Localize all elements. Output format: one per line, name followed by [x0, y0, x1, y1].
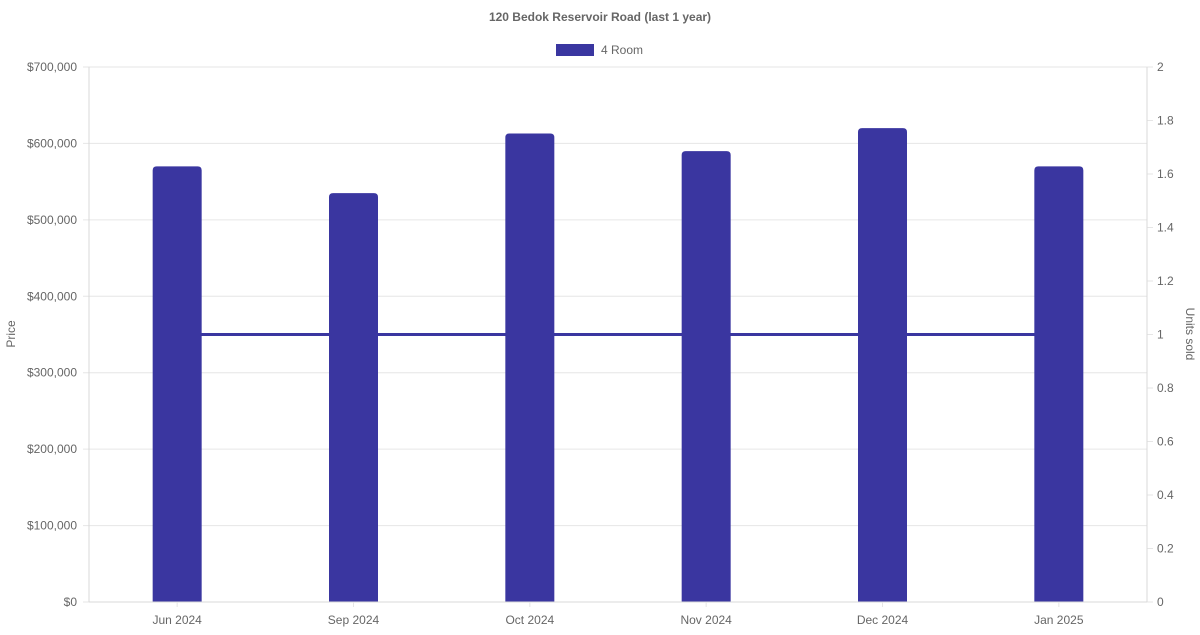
y-left-axis-title: Price: [4, 320, 18, 348]
y-left-tick-label: $300,000: [27, 366, 77, 380]
y-right-tick-label: 1.2: [1157, 274, 1174, 288]
y-left-tick-label: $500,000: [27, 213, 77, 227]
bar-jan-2025[interactable]: [1034, 166, 1084, 602]
bar-layer: [152, 128, 1084, 603]
x-tick-label-dec-2024: Dec 2024: [857, 613, 909, 627]
x-tick-label-nov-2024: Nov 2024: [680, 613, 732, 627]
y-right-axis-title: Units sold: [1183, 308, 1197, 361]
grid-layer: [83, 66, 1147, 603]
y-left-tick-label: $200,000: [27, 442, 77, 456]
y-right-tick-label: 0: [1157, 595, 1164, 609]
y-right-tick-label: 1: [1157, 328, 1164, 342]
bar-jun-2024[interactable]: [152, 166, 202, 602]
legend-swatch-4-room: [556, 44, 594, 56]
y-right-tick-label: 0.8: [1157, 381, 1174, 395]
x-tick-label-sep-2024: Sep 2024: [328, 613, 380, 627]
y-right-tick-label: 0.2: [1157, 542, 1174, 556]
legend-label-4-room: 4 Room: [601, 43, 643, 57]
y-left-tick-label: $0: [64, 595, 78, 609]
y-right-tick-label: 1.4: [1157, 221, 1174, 235]
bar-nov-2024[interactable]: [681, 151, 731, 603]
axis-layer: $0 $100,000 $200,000 $300,000 $400,000 $500,0…: [27, 60, 1174, 627]
y-right-tick-label: 2: [1157, 60, 1164, 74]
x-tick-label-jan-2025: Jan 2025: [1034, 613, 1084, 627]
chart-title: 120 Bedok Reservoir Road (last 1 year): [489, 10, 711, 24]
x-tick-label-oct-2024: Oct 2024: [505, 613, 554, 627]
y-right-tick-label: 0.6: [1157, 435, 1174, 449]
y-right-tick-label: 0.4: [1157, 488, 1174, 502]
y-left-tick-label: $700,000: [27, 60, 77, 74]
y-left-tick-label: $400,000: [27, 289, 77, 303]
y-left-tick-label: $100,000: [27, 519, 77, 533]
bar-sep-2024[interactable]: [329, 193, 378, 602]
x-tick-label-jun-2024: Jun 2024: [152, 613, 202, 627]
y-right-tick-label: 1.8: [1157, 114, 1174, 128]
y-right-tick-label: 1.6: [1157, 167, 1174, 181]
bar-dec-2024[interactable]: [858, 128, 907, 602]
y-left-tick-label: $600,000: [27, 136, 77, 150]
legend[interactable]: 4 Room: [556, 43, 643, 57]
bar-oct-2024[interactable]: [505, 133, 555, 602]
